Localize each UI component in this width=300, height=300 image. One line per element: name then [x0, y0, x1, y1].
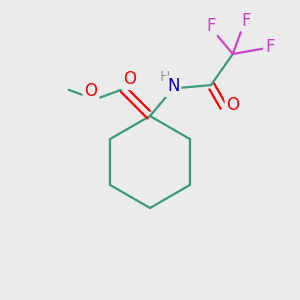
Text: H: H: [160, 70, 170, 84]
Text: N: N: [167, 77, 179, 95]
Text: F: F: [266, 38, 275, 56]
Text: O: O: [84, 82, 98, 100]
Text: F: F: [206, 16, 215, 34]
Text: F: F: [242, 12, 251, 30]
Text: O: O: [226, 96, 239, 114]
Text: O: O: [123, 70, 136, 88]
